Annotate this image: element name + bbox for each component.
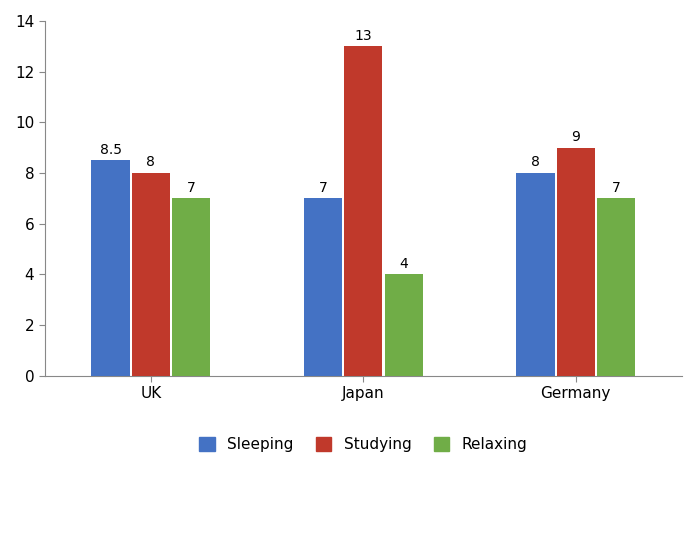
- Text: 9: 9: [572, 130, 580, 144]
- Bar: [304, 198, 342, 376]
- Text: 7: 7: [612, 181, 620, 195]
- Bar: [516, 173, 555, 376]
- Text: 7: 7: [319, 181, 328, 195]
- Text: 8.5: 8.5: [100, 143, 121, 157]
- Bar: [132, 173, 170, 376]
- Text: 7: 7: [187, 181, 196, 195]
- Bar: [597, 198, 635, 376]
- Bar: [172, 198, 210, 376]
- Bar: [91, 160, 130, 376]
- Text: 13: 13: [355, 28, 372, 42]
- Legend: Sleeping, Studying, Relaxing: Sleeping, Studying, Relaxing: [192, 429, 535, 460]
- Bar: [385, 274, 423, 376]
- Text: 8: 8: [146, 155, 155, 169]
- Bar: [344, 46, 383, 376]
- Bar: [557, 148, 595, 376]
- Text: 8: 8: [531, 155, 540, 169]
- Text: 4: 4: [399, 257, 408, 271]
